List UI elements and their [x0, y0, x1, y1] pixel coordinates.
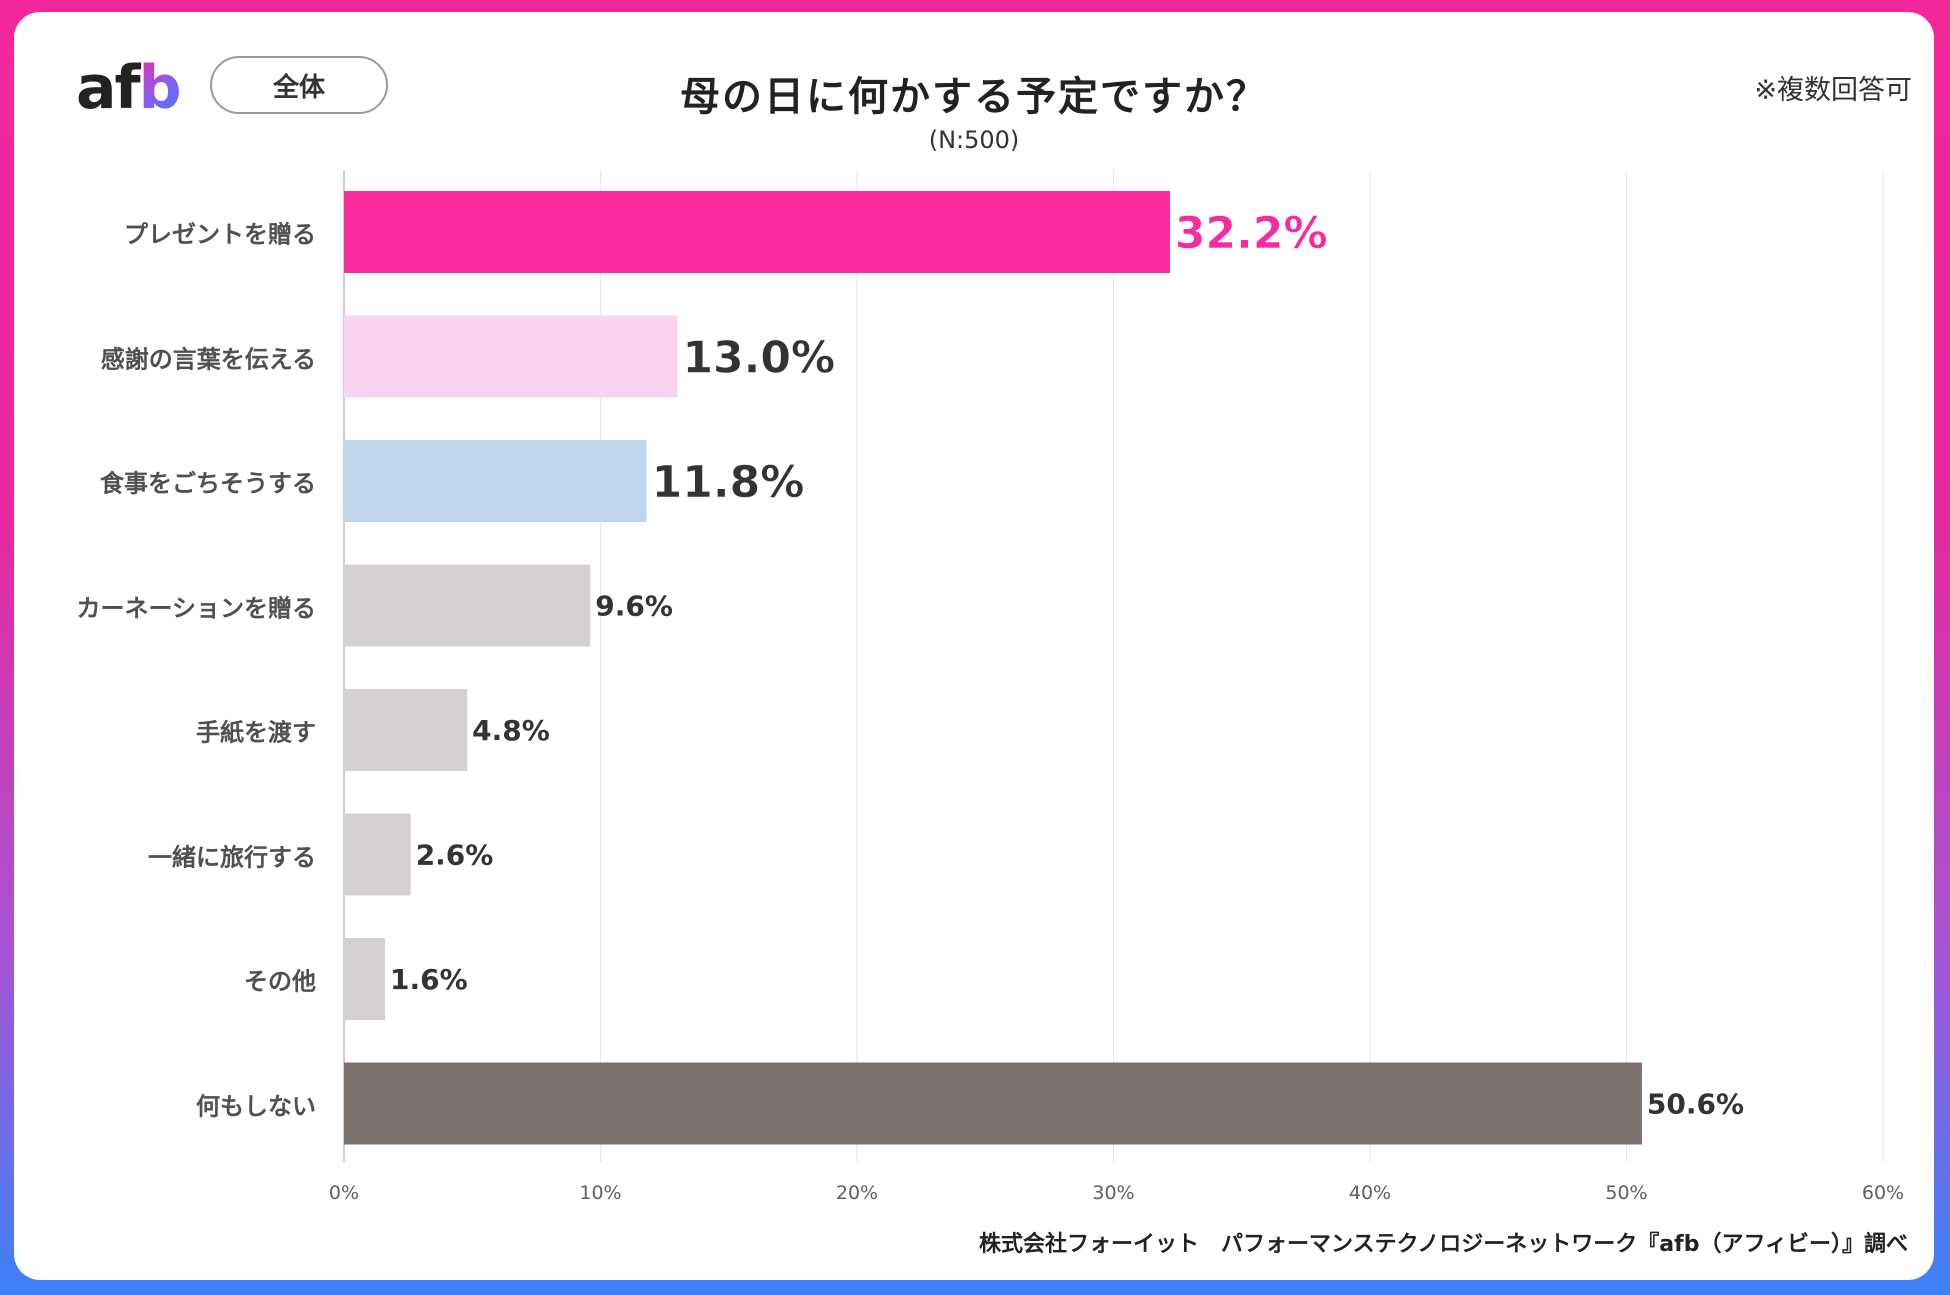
category-label-5: 手紙を渡す: [196, 718, 316, 747]
chart-card: afb 全体 母の日に何かする予定ですか？ (N:500) ※複数回答可 32.…: [14, 12, 1934, 1280]
category-label-3: 食事をごちそうする: [100, 469, 316, 498]
category-label-4: カーネーションを贈る: [76, 594, 316, 622]
bar-2: [344, 315, 678, 398]
tick-label-0: 0%: [328, 1182, 360, 1204]
value-label-1: 32.2%: [1175, 208, 1328, 259]
sample-size: (N:500): [928, 126, 1020, 154]
bar-5: [344, 689, 468, 771]
tick-label-10: 10%: [579, 1182, 622, 1204]
category-label-6: 一緒に旅行する: [148, 843, 316, 871]
bar-6: [344, 813, 411, 896]
bar-7: [344, 938, 386, 1020]
bar-8: [344, 1062, 1642, 1145]
bar-chart: 32.2% 13.0% 11.8% 9.6% 4.8% 2.6% 1.6% 50.6%: [343, 170, 1884, 1162]
category-label-1: プレゼントを贈る: [124, 220, 316, 249]
value-label-8: 50.6%: [1647, 1088, 1744, 1121]
tick-label-40: 40%: [1348, 1182, 1392, 1204]
category-label-7: その他: [244, 967, 316, 996]
value-label-5: 4.8%: [472, 714, 550, 747]
bar-1: [344, 191, 1170, 273]
value-label-6: 2.6%: [416, 839, 494, 872]
source-credit: 株式会社フォーイット パフォーマンステクノロジーネットワーク『afb（アフィビー…: [979, 1232, 1908, 1257]
chart-title: 母の日に何かする予定ですか？: [680, 74, 1268, 120]
value-label-4: 9.6%: [595, 590, 673, 623]
tick-label-60: 60%: [1861, 1182, 1905, 1204]
tick-label-30: 30%: [1092, 1182, 1135, 1204]
tick-label-20: 20%: [835, 1182, 879, 1204]
value-label-3: 11.8%: [652, 457, 805, 508]
bar-3: [344, 440, 647, 522]
tick-label-50: 50%: [1605, 1182, 1648, 1204]
scope-pill: 全体: [210, 56, 388, 114]
bar-4: [344, 564, 591, 647]
multiple-answer-note: ※複数回答可: [1754, 75, 1912, 106]
category-label-2: 感謝の言葉を伝える: [100, 345, 316, 373]
afb-logo: afb: [76, 53, 182, 123]
value-label-7: 1.6%: [390, 963, 468, 996]
value-label-2: 13.0%: [682, 333, 835, 384]
category-label-8: 何もしない: [196, 1092, 316, 1120]
